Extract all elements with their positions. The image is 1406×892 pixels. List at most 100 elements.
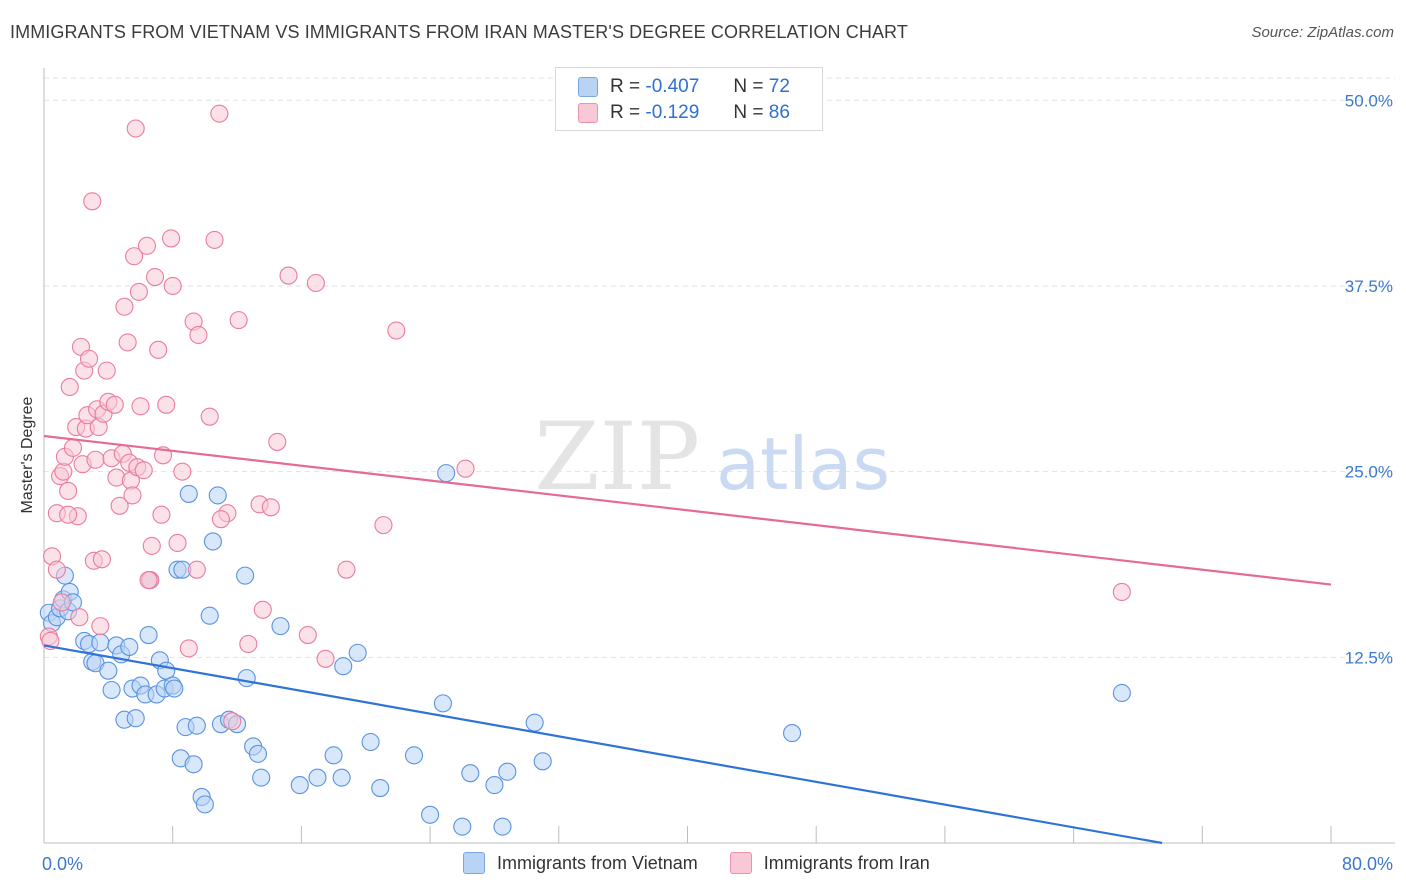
vietnam-point	[348, 643, 367, 662]
vietnam-point	[525, 713, 544, 732]
vietnam-point	[248, 744, 268, 763]
vietnam-point	[308, 768, 327, 787]
chart-title: IMMIGRANTS FROM VIETNAM VS IMMIGRANTS FR…	[10, 22, 908, 42]
vietnam-point	[437, 464, 456, 483]
vietnam-point	[332, 768, 351, 787]
iran-point	[92, 550, 111, 569]
n-value: 86	[768, 102, 790, 123]
vietnam-point	[453, 817, 472, 836]
iran-point	[152, 505, 171, 524]
watermark-zip: ZIP	[534, 403, 700, 512]
iran-point	[60, 377, 79, 397]
vietnam-point	[783, 724, 802, 743]
r-label: R =	[610, 102, 641, 123]
legend-row-vietnam: R = -0.407 N = 72	[578, 74, 790, 100]
vietnam-swatch	[578, 77, 598, 97]
iran-point	[162, 229, 181, 248]
iran-point	[139, 571, 158, 590]
legend-item-iran[interactable]: Immigrants from Iran	[729, 852, 930, 874]
legend-label-vietnam: Immigrants from Vietnam	[497, 852, 698, 873]
vietnam-point	[139, 625, 158, 645]
data-points	[39, 104, 1131, 836]
iran-point	[70, 608, 89, 627]
vietnam-point	[498, 762, 517, 781]
vietnam-point	[102, 680, 121, 700]
vietnam-point	[200, 606, 219, 625]
series-legend: Immigrants from Vietnam Immigrants from …	[463, 852, 962, 874]
iran-point	[210, 104, 229, 123]
vietnam-point	[203, 532, 222, 551]
iran-point	[97, 361, 116, 380]
iran-point	[149, 340, 168, 359]
iran-point	[83, 192, 102, 211]
r-label: R =	[610, 76, 641, 97]
iran-point	[86, 450, 105, 469]
vietnam-point	[1112, 683, 1131, 703]
n-label: N =	[733, 76, 764, 97]
trend-lines	[43, 434, 1332, 845]
iran-point	[79, 349, 99, 368]
vietnam-point	[236, 566, 255, 585]
vietnam-point	[165, 679, 184, 698]
iran-point	[163, 276, 182, 296]
iran-point	[253, 600, 272, 619]
iran-point	[298, 625, 317, 645]
iran-point	[387, 321, 406, 340]
x-tick-label: 80.0%	[1342, 854, 1393, 874]
iran-point	[279, 266, 298, 285]
n-value: 72	[768, 76, 790, 97]
iran-point	[125, 247, 144, 266]
vietnam-point	[493, 817, 512, 836]
iran-point	[59, 505, 78, 524]
vietnam-point	[208, 486, 227, 505]
iran-point	[261, 498, 280, 517]
iran-point	[189, 325, 208, 345]
watermark: ZIP atlas	[534, 403, 890, 512]
iran-point	[456, 459, 475, 478]
iran-point	[374, 516, 393, 535]
correlation-legend: R = -0.407 N = 72 R = -0.129 N = 86	[555, 67, 823, 131]
iran-point	[239, 634, 258, 654]
iran-point	[229, 311, 248, 330]
iran-point	[211, 510, 231, 529]
axes	[43, 68, 1395, 844]
vietnam-swatch	[463, 852, 485, 874]
legend-item-vietnam[interactable]: Immigrants from Vietnam	[463, 852, 698, 874]
iran-point	[337, 560, 356, 579]
vietnam-trend-line	[43, 644, 1163, 845]
r-value: -0.407	[645, 76, 700, 97]
vietnam-point	[324, 746, 343, 765]
iran-point	[142, 536, 161, 555]
y-tick-label: 12.5%	[1345, 648, 1393, 667]
vietnam-point	[404, 746, 424, 765]
vietnam-point	[533, 752, 552, 771]
vietnam-point	[371, 778, 390, 798]
iran-point	[145, 267, 165, 287]
watermark-atlas: atlas	[716, 422, 890, 506]
y-tick-label: 25.0%	[1345, 463, 1393, 482]
iran-point	[223, 712, 242, 731]
iran-point	[47, 560, 66, 579]
y-tick-label: 37.5%	[1345, 277, 1393, 296]
iran-point	[63, 438, 83, 457]
iran-point	[126, 119, 145, 138]
vietnam-point	[334, 657, 353, 676]
vietnam-point	[290, 776, 309, 795]
iran-point	[306, 273, 325, 293]
x-tick-label: 0.0%	[42, 854, 83, 874]
vietnam-point	[195, 795, 214, 814]
iran-point	[115, 297, 134, 316]
iran-point	[110, 496, 129, 515]
iran-swatch	[578, 103, 598, 123]
iran-trend-line	[43, 434, 1332, 586]
iran-point	[91, 617, 110, 636]
iran-point	[157, 395, 176, 414]
vietnam-point	[184, 755, 203, 774]
vietnam-point	[126, 709, 145, 728]
vietnam-point	[179, 484, 198, 503]
iran-point	[1112, 582, 1131, 602]
source-label: Source: ZipAtlas.com	[1251, 24, 1394, 41]
vietnam-point	[461, 764, 480, 783]
iran-point	[123, 486, 142, 505]
